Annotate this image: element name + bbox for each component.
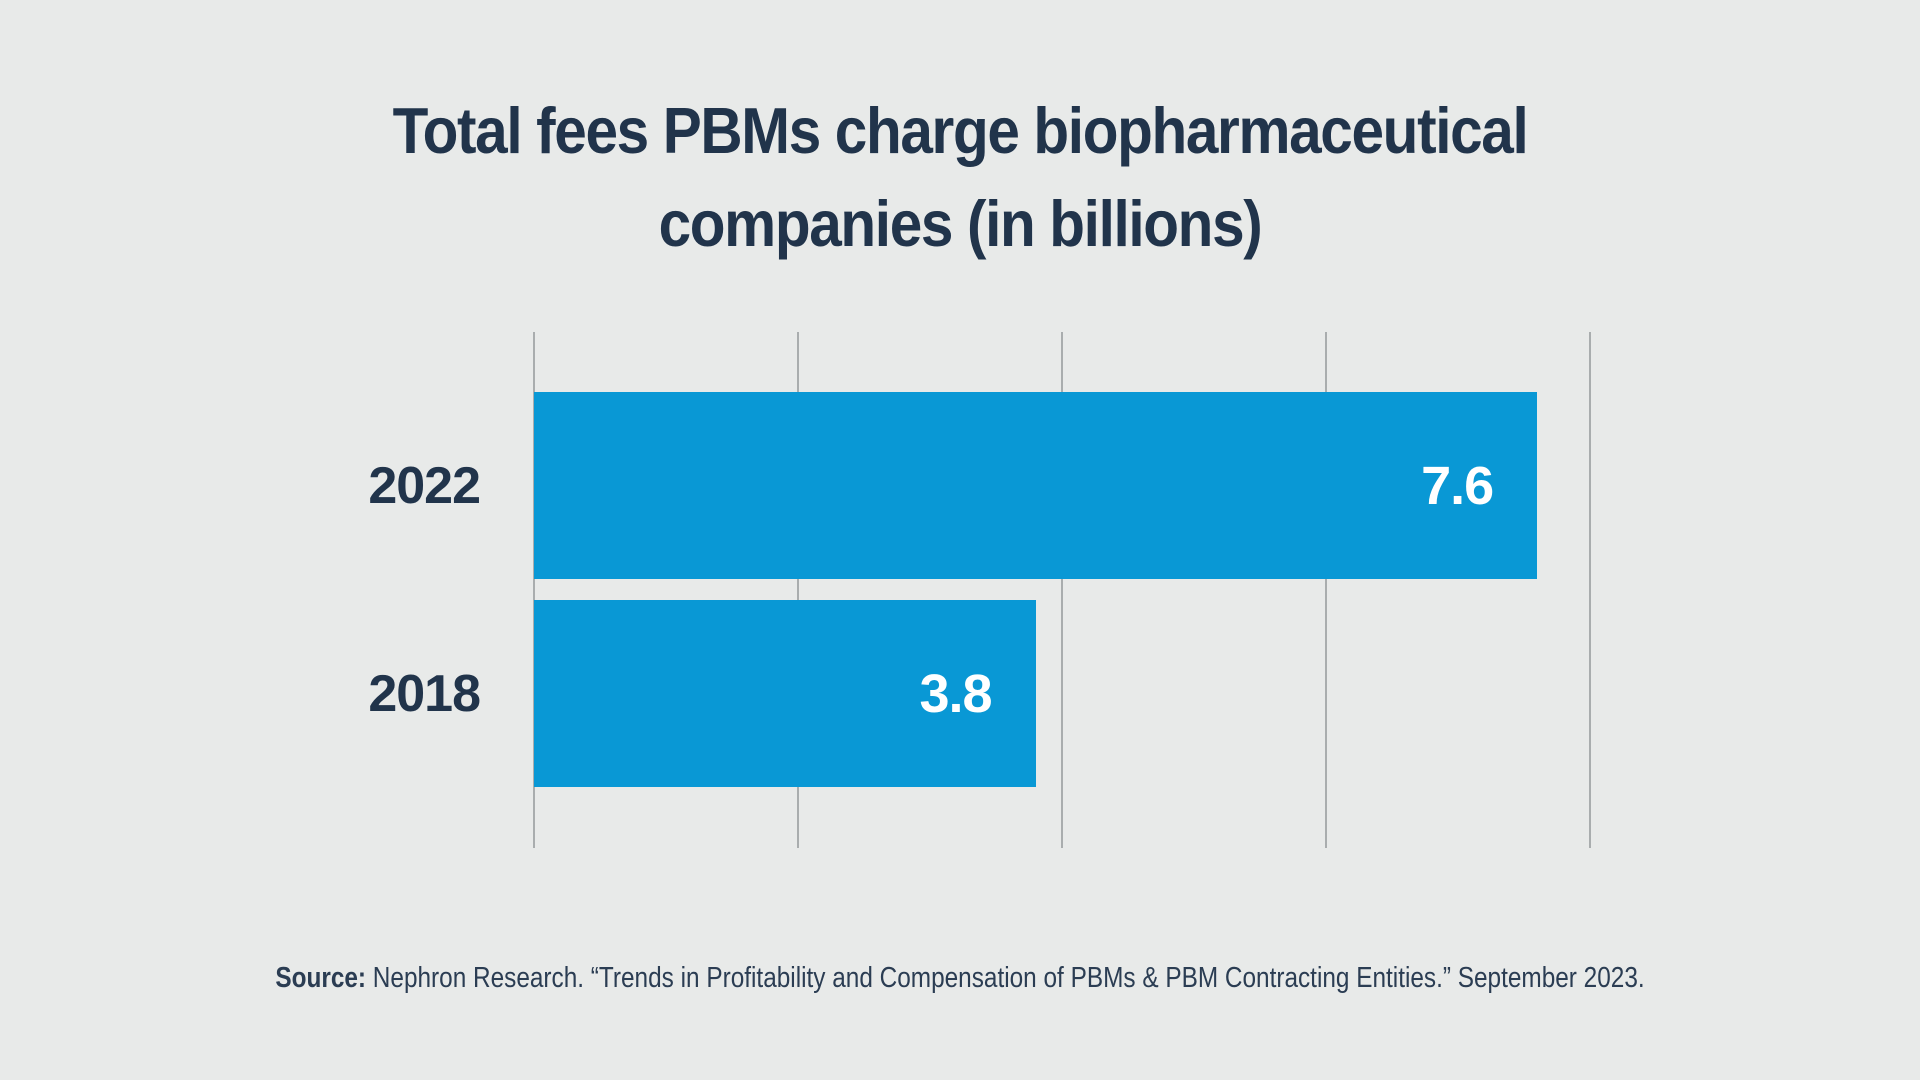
gridline-4 bbox=[1061, 332, 1063, 848]
gridline-8 bbox=[1589, 332, 1591, 848]
bar-row-2022: 2022 7.6 bbox=[368, 392, 1590, 579]
bar-2018: 3.8 bbox=[534, 600, 1036, 787]
chart-title: Total fees PBMs charge biopharmaceutical… bbox=[96, 84, 1824, 270]
year-label-2022: 2022 bbox=[368, 456, 481, 515]
source-label: Source: bbox=[275, 962, 367, 994]
source-note: Source: Nephron Research. “Trends in Pro… bbox=[154, 962, 1767, 995]
chart-area: 2022 7.6 2018 3.8 bbox=[368, 332, 1591, 848]
chart-title-line-1: Total fees PBMs charge biopharmaceutical bbox=[392, 94, 1529, 167]
value-label-2022: 7.6 bbox=[1421, 455, 1494, 516]
chart-title-line-2: companies (in billions) bbox=[658, 187, 1263, 260]
year-label-2018: 2018 bbox=[368, 664, 481, 723]
gridline-2 bbox=[797, 332, 799, 848]
bar-row-2018: 2018 3.8 bbox=[368, 600, 1590, 787]
bar-2022: 7.6 bbox=[534, 392, 1538, 579]
source-text: Nephron Research. “Trends in Profitabili… bbox=[366, 962, 1645, 994]
value-label-2018: 3.8 bbox=[919, 663, 993, 724]
gridline-0 bbox=[533, 332, 535, 848]
gridline-6 bbox=[1325, 332, 1327, 848]
